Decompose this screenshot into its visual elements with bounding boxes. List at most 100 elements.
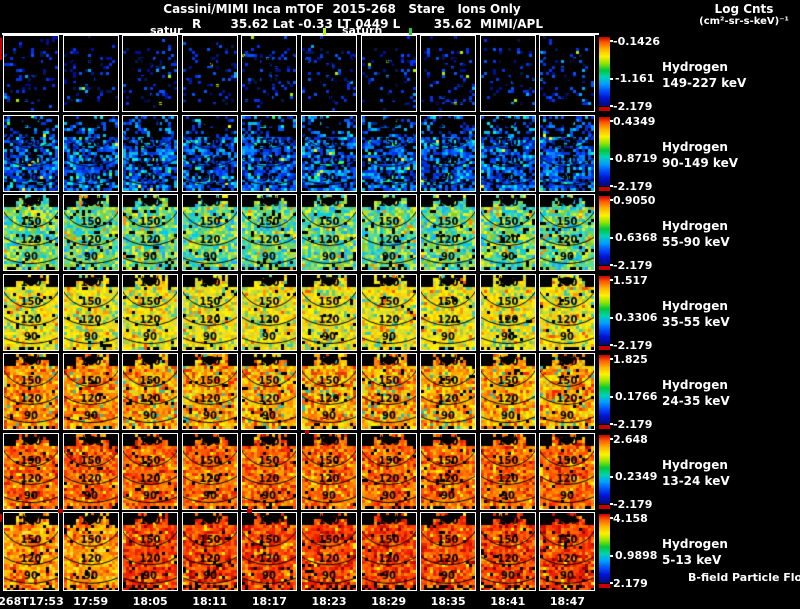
spectrogram-panel <box>241 194 298 271</box>
colorbar-mid-label: 0.3306 <box>615 311 658 324</box>
pitch-angle-heatmap <box>123 36 178 111</box>
spectrogram-panel <box>420 115 477 192</box>
pitch-angle-heatmap <box>421 275 476 350</box>
channel-species-label: Hydrogen <box>662 60 728 74</box>
pitch-angle-heatmap <box>4 116 58 191</box>
top-border-line <box>2 33 599 35</box>
spectrogram-panel <box>360 194 417 271</box>
pitch-angle-heatmap <box>540 434 595 509</box>
pitch-angle-heatmap <box>242 36 297 111</box>
pitch-angle-heatmap <box>361 275 416 350</box>
spectrogram-panel <box>539 353 596 430</box>
colorbar <box>599 276 610 345</box>
spectrogram-panel <box>122 194 179 271</box>
pitch-angle-heatmap <box>123 195 178 270</box>
channel-species-label: Hydrogen <box>662 140 728 154</box>
colorbar <box>599 37 610 106</box>
pitch-angle-heatmap <box>182 116 237 191</box>
pitch-angle-heatmap <box>302 434 356 509</box>
spectrogram-panel <box>479 115 536 192</box>
pitch-angle-heatmap <box>4 434 58 509</box>
spectrogram-panel <box>360 35 417 112</box>
pitch-angle-heatmap <box>421 116 476 191</box>
channel-species-label: Hydrogen <box>662 537 728 551</box>
colorbar-tick <box>610 199 613 201</box>
pitch-angle-heatmap <box>182 513 237 590</box>
pitch-angle-heatmap <box>302 195 356 270</box>
colorbar-underflow-marker <box>599 425 610 429</box>
spectrogram-panel <box>479 194 536 271</box>
top-border-tick <box>323 28 326 35</box>
colorbar-min-label: 2.179 <box>613 577 648 590</box>
colorbar-max-label: 1.825 <box>613 353 648 366</box>
pitch-angle-heatmap <box>242 116 297 191</box>
pitch-angle-heatmap <box>421 513 476 590</box>
colorbar <box>599 435 610 504</box>
pitch-angle-heatmap <box>302 354 356 429</box>
pitch-angle-heatmap <box>361 116 416 191</box>
spectrogram-panel <box>301 274 357 351</box>
colorbar-tick <box>610 78 613 80</box>
pitch-angle-heatmap <box>242 354 297 429</box>
colorbar <box>599 117 610 186</box>
spectrogram-panel <box>3 512 59 591</box>
colorbar-mid-label: 0.8719 <box>615 152 658 165</box>
channel-energy-label: 5-13 keV <box>662 553 722 567</box>
time-axis-label: 18:23 <box>311 595 347 608</box>
spectrogram-panel <box>181 353 238 430</box>
pitch-angle-heatmap <box>182 195 237 270</box>
pitch-angle-heatmap <box>421 195 476 270</box>
time-axis-label: 18:11 <box>192 595 228 608</box>
pitch-angle-heatmap <box>242 513 297 590</box>
pitch-angle-heatmap <box>182 354 237 429</box>
pitch-angle-heatmap <box>182 434 237 509</box>
spectrogram-panel <box>62 353 119 430</box>
colorbar-tick <box>610 264 613 266</box>
spectrogram-panel <box>122 353 179 430</box>
colorbar-tick <box>610 317 613 319</box>
colorbar <box>599 355 610 424</box>
spectrogram-panel <box>420 353 477 430</box>
pitch-angle-heatmap <box>63 513 118 590</box>
pitch-angle-heatmap <box>63 434 118 509</box>
colorbar-tick <box>610 358 613 360</box>
colorbar-min-label: -2.179 <box>613 180 653 193</box>
spectrogram-panel <box>539 433 596 510</box>
pitch-angle-heatmap <box>302 36 356 111</box>
colorbar <box>599 196 610 265</box>
time-axis-label: 17:59 <box>73 595 109 608</box>
spectrogram-panel <box>360 512 417 591</box>
pitch-angle-heatmap <box>4 275 58 350</box>
colorbar-mid-label: 0.1766 <box>615 390 658 403</box>
spectrogram-panel <box>181 35 238 112</box>
pitch-angle-heatmap <box>480 354 535 429</box>
spectrogram-panel <box>301 194 357 271</box>
time-axis-label: 18:05 <box>132 595 168 608</box>
channel-species-label: Hydrogen <box>662 299 728 313</box>
pitch-angle-heatmap <box>480 195 535 270</box>
bfield-flow-label: B-field Particle Flow <box>688 571 800 584</box>
colorbar-tick <box>610 105 613 107</box>
spectrogram-panel <box>360 274 417 351</box>
spectrogram-panel <box>62 35 119 112</box>
spectrogram-panel <box>3 115 59 192</box>
spectrogram-panel <box>420 35 477 112</box>
colorbar-max-label: 0.4349 <box>613 115 656 128</box>
colorbar-units-title: Log Cnts <box>714 2 774 16</box>
red-underflow-speck <box>247 509 252 513</box>
colorbar-underflow-marker <box>599 107 610 111</box>
spectrogram-panel <box>241 35 298 112</box>
pitch-angle-heatmap <box>4 354 58 429</box>
pitch-angle-heatmap <box>361 434 416 509</box>
pitch-angle-heatmap <box>480 513 535 590</box>
spectrogram-panel <box>181 433 238 510</box>
spectrogram-panel <box>420 194 477 271</box>
colorbar-min-label: -2.179 <box>613 339 653 352</box>
spectrogram-panel <box>301 512 357 591</box>
spectrogram-panel <box>3 35 59 112</box>
top-border-tick <box>409 28 412 35</box>
colorbar-mid-label: -1.161 <box>615 72 655 85</box>
channel-energy-label: 55-90 keV <box>662 235 730 249</box>
channel-energy-label: 35-55 keV <box>662 315 730 329</box>
